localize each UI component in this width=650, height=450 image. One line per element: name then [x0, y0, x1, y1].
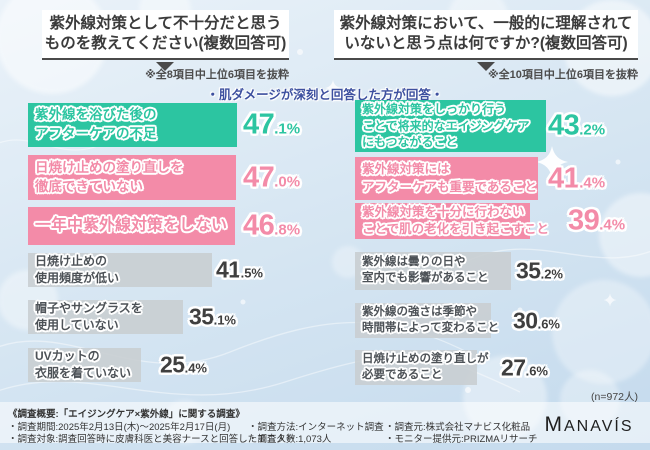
- bar-row: 一年中紫外線対策をしない 46.8%: [28, 207, 328, 245]
- bar-row: 帽子やサングラスを 使用していない 35.1%: [28, 300, 328, 334]
- bar-row: 日焼け止めの塗り直しを 徹底できていない 47.0%: [28, 155, 328, 200]
- respondent-filter-caption: ・肌ダメージが深刻と回答した方が回答・: [206, 88, 444, 102]
- bar-value: 35.1%: [189, 303, 236, 330]
- survey-method: ・調査方法:インターネット調査: [248, 422, 384, 433]
- bar-row: 紫外線対策をしっかり行う ことで将来的なエイジングケア にもつながること 43.2%: [355, 100, 650, 152]
- bar: 日焼け止めの 使用頻度が低い: [28, 253, 212, 287]
- bar: 紫外線対策には アフターケアも重要であること: [355, 157, 538, 200]
- bar-label: 日焼け止めの塗り直しを 徹底できていない: [35, 159, 184, 194]
- bar-row: 紫外線対策には アフターケアも重要であること 41.4%: [355, 157, 650, 200]
- bar: 日焼け止めの塗り直しが 必要であること: [355, 350, 489, 385]
- bar-label: 一年中紫外線対策をしない: [35, 216, 228, 234]
- bar: 紫外線対策を十分に行わない ことで肌の老化を引き起こすこと: [355, 203, 549, 239]
- down-triangle-icon: [156, 62, 174, 71]
- bar-row: 日焼け止めの塗り直しが 必要であること 27.6%: [355, 350, 650, 385]
- survey-period: ・調査期間:2025年2月13日(木)〜2025年2月17日(月): [8, 422, 231, 433]
- survey-count: ・調査人数:1,073人: [248, 434, 332, 445]
- bar-label: 紫外線を浴びた後の アフターケアの不足: [35, 107, 157, 141]
- sample-size-note: (n=972人): [591, 391, 638, 403]
- bar-row: UVカットの 衣服を着ていない 25.4%: [28, 348, 328, 382]
- left-question-line1: 紫外線対策として不十分だと思う: [49, 14, 282, 32]
- survey-provider: ・モニター提供元:PRIZMAリサーチ: [385, 434, 538, 445]
- bar-value: 43.2%: [548, 109, 606, 142]
- bar-label: 日焼け止めの 使用頻度が低い: [35, 254, 120, 285]
- bar-row: 紫外線対策を十分に行わない ことで肌の老化を引き起こすこと 39.4%: [355, 203, 650, 239]
- right-question-box: 紫外線対策において、一般的に理解されて いないと思う点は何ですか?(複数回答可): [334, 10, 638, 60]
- bar-value: 47.1%: [243, 108, 301, 141]
- bar-value: 41.4%: [548, 162, 606, 194]
- bar-value: 41.5%: [216, 256, 263, 283]
- bar: 紫外線は曇りの日や 室内でも影響があること: [355, 252, 511, 290]
- bar-row: 紫外線は曇りの日や 室内でも影響があること 35.2%: [355, 252, 650, 290]
- right-excerpt-note: ※全10項目中上位6項目を抜粋: [487, 69, 638, 81]
- bokeh-circle: [552, 280, 650, 384]
- bar-label: 帽子やサングラスを 使用していない: [35, 301, 143, 332]
- down-triangle-icon: [477, 62, 495, 71]
- bar-row: 日焼け止めの 使用頻度が低い 41.5%: [28, 253, 328, 287]
- bar-value: 47.0%: [243, 161, 301, 193]
- bar: UVカットの 衣服を着ていない: [28, 348, 141, 382]
- bar-row: 紫外線の強さは季節や 時間帯によって変わること 30.6%: [355, 303, 650, 338]
- bar-label: 紫外線の強さは季節や 時間帯によって変わること: [362, 305, 500, 334]
- bar-label: 紫外線対策をしっかり行う ことで将来的なエイジングケア にもつながること: [362, 102, 530, 150]
- footer: [0, 402, 650, 443]
- bar-value: 25.4%: [160, 351, 207, 378]
- bar-label: 紫外線対策を十分に行わない ことで肌の老化を引き起こすこと: [362, 204, 549, 236]
- bar: 日焼け止めの塗り直しを 徹底できていない: [28, 155, 236, 200]
- bar-value: 30.6%: [513, 307, 560, 333]
- survey-target: ・調査対象:調査回答時に皮膚科医と美容ナースと回答したモニター: [8, 434, 296, 445]
- left-excerpt-note: ※全8項目中上位6項目を抜粋: [145, 69, 289, 81]
- bar-label: UVカットの 衣服を着ていない: [35, 349, 132, 380]
- bar: 紫外線の強さは季節や 時間帯によって変わること: [355, 303, 499, 338]
- bar-value: 39.4%: [568, 204, 626, 237]
- bar: 帽子やサングラスを 使用していない: [28, 300, 183, 334]
- survey-source: ・調査元:株式会社マナビス化粧品: [385, 422, 531, 433]
- bar: 紫外線対策をしっかり行う ことで将来的なエイジングケア にもつながること: [355, 100, 546, 152]
- survey-summary: 《調査概要:「エイジングケア×紫外線」に関する調査》: [8, 409, 245, 420]
- left-question-line2: ものを教えてください(複数回答可): [44, 35, 287, 52]
- bar-label: 紫外線は曇りの日や 室内でも影響があること: [362, 256, 489, 284]
- bar: 一年中紫外線対策をしない: [28, 207, 235, 245]
- bar: 紫外線を浴びた後の アフターケアの不足: [28, 103, 237, 147]
- left-bar-chart: 紫外線を浴びた後の アフターケアの不足 47.1% 日焼け止めの塗り直しを 徹底できてい…: [28, 0, 328, 450]
- bar-label: 日焼け止めの塗り直しが 必要であること: [362, 352, 489, 381]
- bar-label: 紫外線対策には アフターケアも重要であること: [362, 162, 537, 194]
- bar-row: 紫外線を浴びた後の アフターケアの不足 47.1%: [28, 103, 328, 147]
- bar-value: 46.8%: [243, 209, 301, 242]
- bar-value: 27.6%: [501, 354, 548, 380]
- bar-value: 35.2%: [516, 257, 563, 284]
- brand-logo: MANAVÍS: [544, 413, 634, 436]
- right-bar-chart: 紫外線対策をしっかり行う ことで将来的なエイジングケア にもつながること 43.2% 紫…: [355, 0, 650, 450]
- right-question-line2: いないと思う点は何ですか?(複数回答可): [344, 35, 628, 52]
- right-question-line1: 紫外線対策において、一般的に理解されて: [339, 14, 633, 32]
- left-question-box: 紫外線対策として不十分だと思う ものを教えてください(複数回答可): [42, 10, 289, 60]
